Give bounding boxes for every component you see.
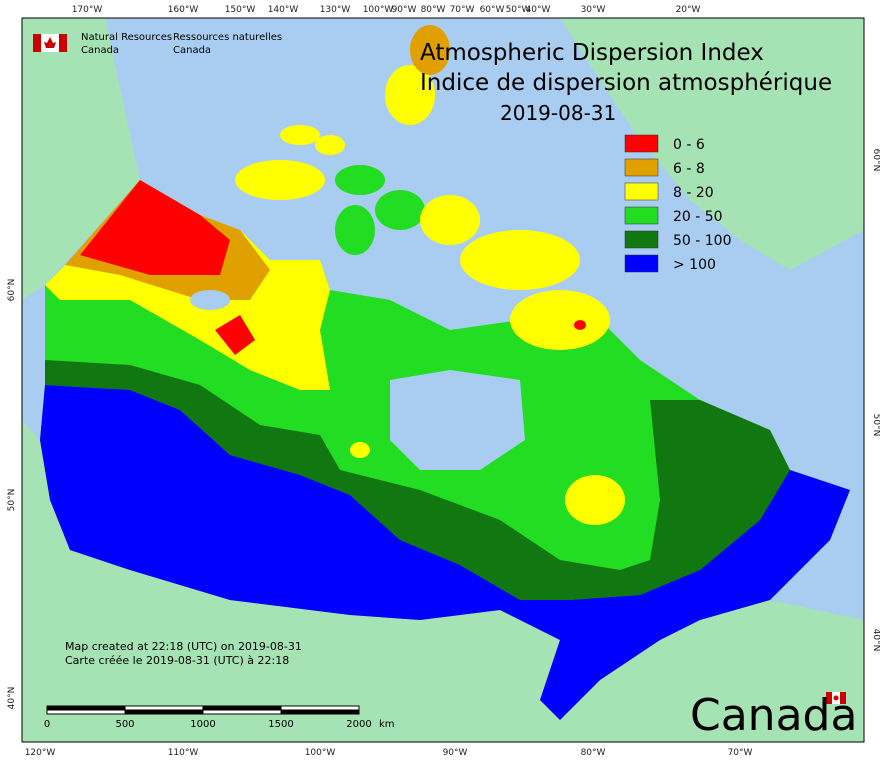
latitude-label: 60°N — [7, 279, 17, 302]
scale-label: 2000 — [346, 719, 371, 730]
canada-index — [40, 25, 850, 720]
wordmark: Canada — [690, 690, 857, 741]
legend-swatch — [624, 206, 659, 225]
logo — [33, 34, 67, 52]
longitude-label: 70°W — [450, 5, 475, 15]
longitude-label: 170°W — [72, 5, 103, 15]
longitude-label: 150°W — [225, 5, 256, 15]
scale-bar — [46, 705, 360, 715]
map-title: Atmospheric Dispersion Index — [420, 40, 764, 66]
latitude-label: 40°N — [7, 687, 17, 710]
legend-label: 50 - 100 — [673, 233, 732, 249]
longitude-label: 40°W — [526, 5, 551, 15]
longitude-label: 70°W — [728, 748, 753, 758]
agency-fr: Ressources naturelles — [173, 32, 282, 43]
latitude-label: 40°N — [871, 629, 880, 652]
legend-label: 0 - 6 — [673, 137, 705, 153]
latitude-label: 60°N — [871, 149, 880, 172]
longitude-label: 80°W — [421, 5, 446, 15]
longitude-label: 160°W — [168, 5, 199, 15]
land-outside — [22, 18, 864, 742]
scale-unit: km — [379, 719, 395, 730]
latitude-label: 50°N — [871, 414, 880, 437]
wordmark-flag — [826, 692, 846, 704]
legend-label: > 100 — [673, 257, 716, 273]
longitude-label: 120°W — [25, 748, 56, 758]
scale-label: 500 — [115, 719, 134, 730]
longitude-label: 20°W — [676, 5, 701, 15]
legend-swatch — [624, 230, 659, 249]
scale-label: 1000 — [190, 719, 215, 730]
longitude-label: 140°W — [268, 5, 299, 15]
longitude-label: 110°W — [168, 748, 199, 758]
created-note: Map created at 22:18 (UTC) on 2019-08-31 — [65, 640, 302, 653]
longitude-label: 130°W — [320, 5, 351, 15]
legend-swatch — [624, 134, 659, 153]
legend-label: 20 - 50 — [673, 209, 723, 225]
agency-en: Natural Resources — [81, 32, 172, 43]
longitude-label: 60°W — [480, 5, 505, 15]
legend-label: 8 - 20 — [673, 185, 714, 201]
legend: 0 - 6 6 - 8 8 - 20 20 - 50 50 - 100 > 100 — [624, 134, 732, 273]
longitude-label: 90°W — [443, 748, 468, 758]
map-subtitle: Indice de dispersion atmosphérique — [420, 70, 832, 96]
longitude-label: 100°W — [363, 5, 394, 15]
legend-swatch — [624, 254, 659, 273]
map-border — [21, 17, 865, 743]
map-date: 2019-08-31 — [500, 101, 616, 125]
legend-label: 6 - 8 — [673, 161, 705, 177]
agency-en: Canada — [81, 45, 119, 56]
legend-swatch — [624, 158, 659, 177]
created-note: Carte créée le 2019-08-31 (UTC) à 22:18 — [65, 654, 289, 667]
latitude-label: 50°N — [7, 489, 17, 512]
agency-fr: Canada — [173, 45, 211, 56]
longitude-label: 50°W — [506, 5, 531, 15]
longitude-label: 90°W — [392, 5, 417, 15]
longitude-label: 100°W — [305, 748, 336, 758]
longitude-label: 30°W — [581, 5, 606, 15]
legend-swatch — [624, 182, 659, 201]
scale-label: 0 — [44, 719, 50, 730]
longitude-label: 80°W — [581, 748, 606, 758]
scale-label: 1500 — [268, 719, 293, 730]
